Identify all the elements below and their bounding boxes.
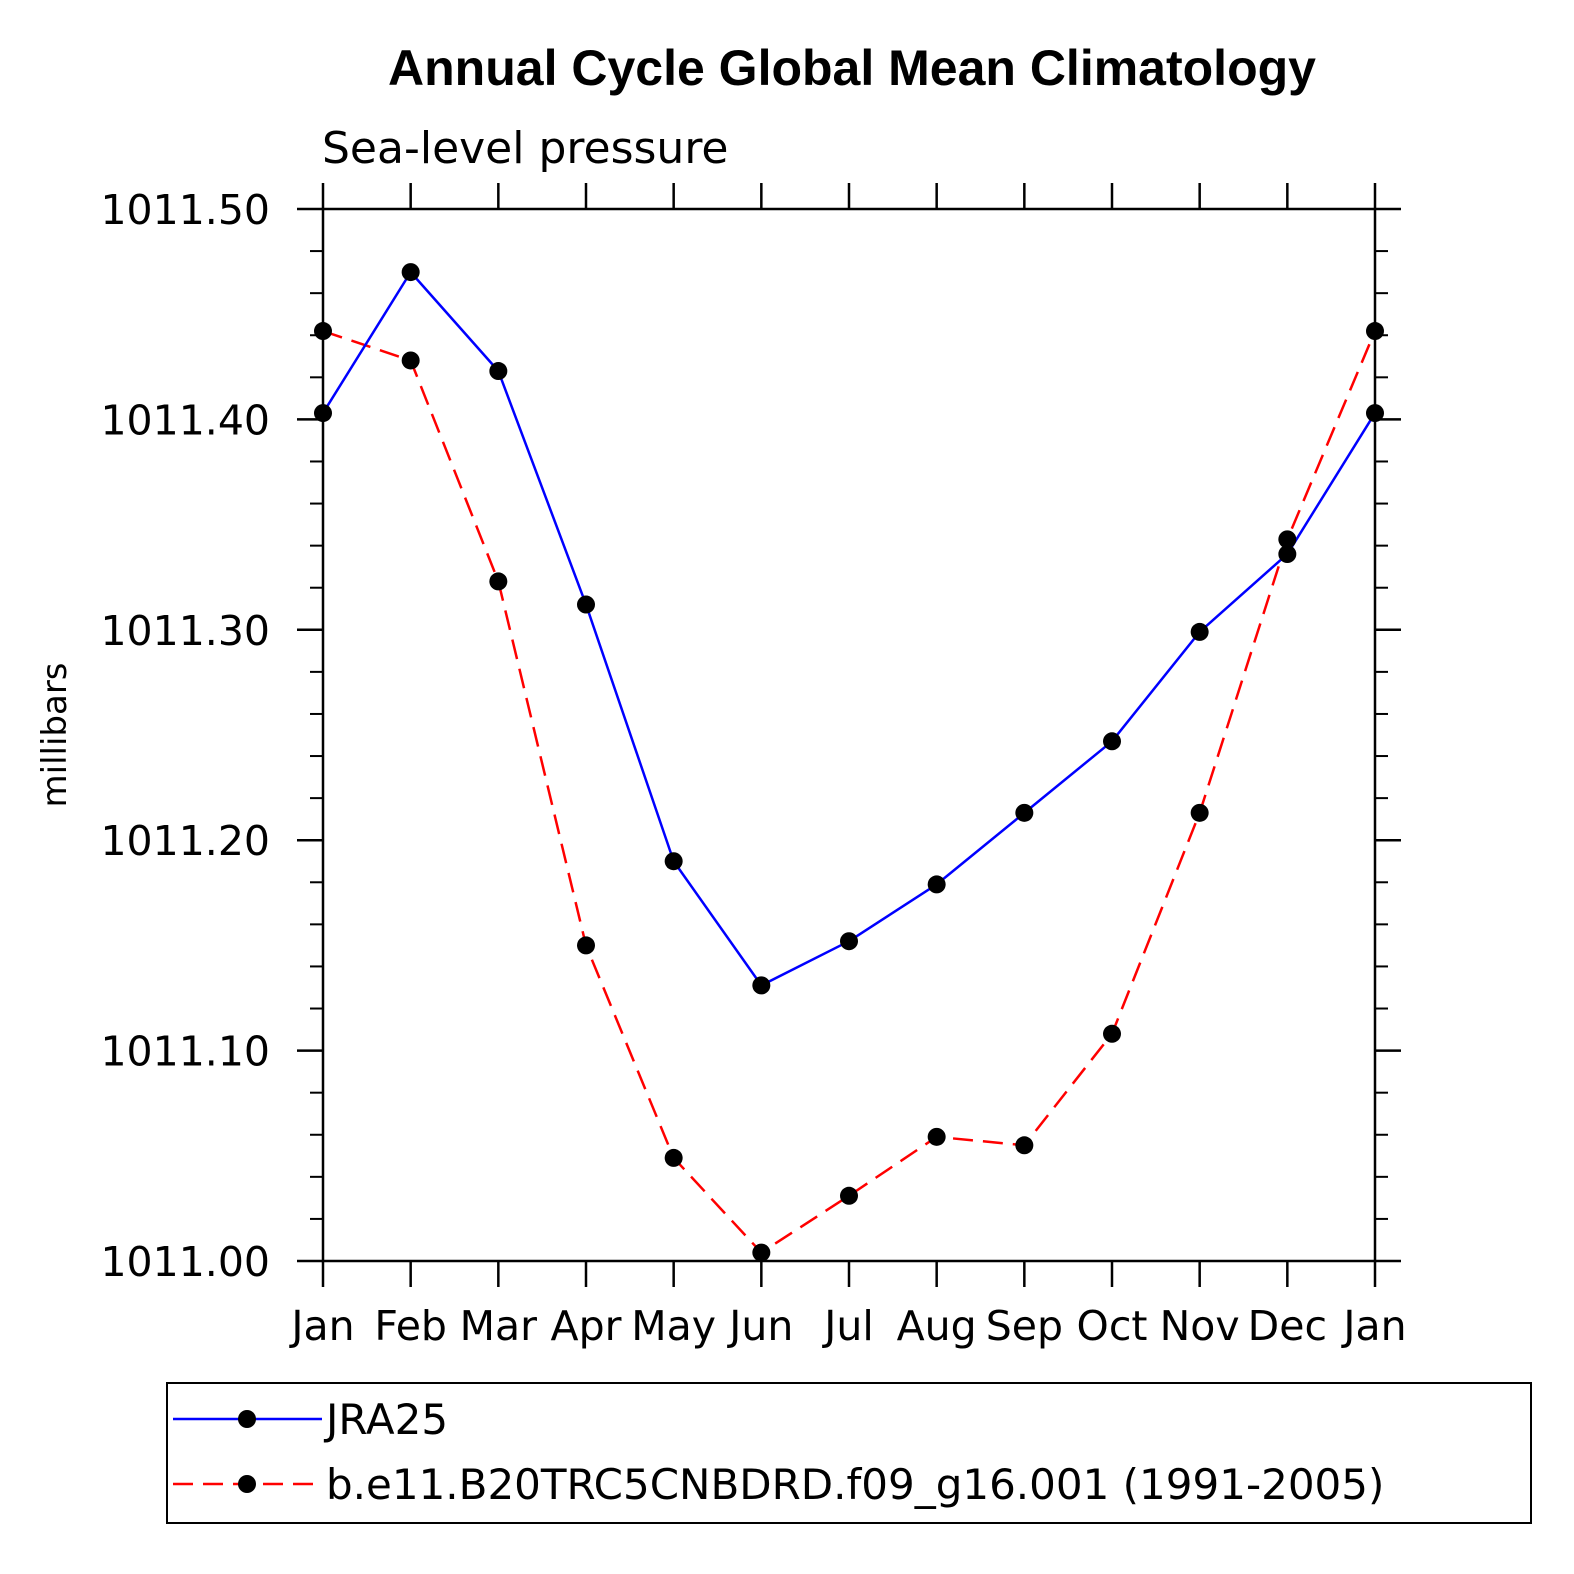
series-line-0: [321, 270, 1377, 987]
x-tick-label: Apr: [551, 1302, 622, 1350]
data-point-series-1: [1015, 1136, 1034, 1155]
y-tick-label: 1011.40: [100, 396, 270, 444]
x-tick-label: Jan: [288, 1302, 354, 1350]
x-tick-label: May: [631, 1302, 716, 1350]
y-tick-label: 1011.50: [100, 186, 270, 234]
data-point-series-0: [1015, 803, 1034, 822]
data-point-series-1: [927, 1127, 946, 1146]
legend: JRA25 b.e11.B20TRC5CNBDRD.f09_g16.001 (1…: [166, 1382, 1532, 1524]
data-point-series-0: [401, 263, 420, 282]
data-point-series-1: [1278, 530, 1297, 549]
data-point-series-1: [577, 936, 595, 955]
series-layer: [314, 263, 1384, 1262]
legend-entry-jra25: JRA25: [173, 1395, 448, 1444]
chart-title: Annual Cycle Global Mean Climatology: [388, 40, 1316, 96]
x-tick-label: Dec: [1248, 1302, 1327, 1350]
data-point-series-0: [752, 976, 771, 995]
y-tick-labels: 1011.00 1011.10 1011.20 1011.30 1011.40 1011.…: [100, 186, 270, 1286]
plot-frame: [321, 207, 1377, 1263]
legend-label-model: b.e11.B20TRC5CNBDRD.f09_g16.001 (1991-20…: [326, 1460, 1384, 1509]
legend-label-jra25: JRA25: [323, 1395, 448, 1444]
data-point-series-0: [1103, 732, 1121, 751]
x-tick-label: Mar: [460, 1302, 537, 1350]
data-point-series-0: [664, 852, 683, 871]
chart-subtitle: Sea-level pressure: [322, 123, 729, 174]
data-point-series-0: [1190, 622, 1209, 641]
y-tick-label: 1011.00: [100, 1238, 270, 1286]
data-point-series-0: [577, 595, 595, 614]
data-point-series-1: [840, 1186, 858, 1205]
x-tick-label: Oct: [1077, 1302, 1148, 1350]
legend-marker-model: [238, 1475, 256, 1493]
data-point-series-0: [927, 875, 946, 894]
x-tick-label: Jun: [726, 1302, 793, 1350]
x-tick-labels: Jan Feb Mar Apr May Jun Jul Aug Sep Oct Nov Dec Jan: [288, 1302, 1406, 1350]
data-point-series-1: [752, 1243, 771, 1262]
x-tick-label: Sep: [986, 1302, 1063, 1350]
x-tick-label: Nov: [1160, 1302, 1240, 1350]
x-tick-label: Jul: [821, 1302, 873, 1350]
x-tick-label: Jan: [1340, 1302, 1406, 1350]
data-point-series-1: [401, 351, 420, 370]
legend-marker-jra25: [238, 1410, 256, 1428]
data-point-series-1: [1190, 803, 1209, 822]
y-axis-label: millibars: [35, 662, 75, 807]
x-tick-label: Aug: [897, 1302, 977, 1350]
data-point-series-1: [489, 572, 508, 591]
x-tick-label: Feb: [374, 1302, 447, 1350]
axis-ticks: [297, 183, 1401, 1287]
data-point-series-0: [1278, 545, 1297, 564]
data-point-series-1: [664, 1148, 683, 1167]
y-tick-label: 1011.10: [100, 1028, 270, 1076]
series-line-1: [322, 329, 1377, 1254]
data-point-series-0: [489, 362, 508, 381]
legend-entry-model: b.e11.B20TRC5CNBDRD.f09_g16.001 (1991-20…: [173, 1460, 1384, 1509]
y-tick-label: 1011.20: [100, 817, 270, 865]
legend-box: [166, 1382, 1532, 1524]
y-tick-label: 1011.30: [100, 607, 270, 655]
data-point-series-0: [840, 932, 858, 951]
data-point-series-1: [1103, 1024, 1121, 1043]
